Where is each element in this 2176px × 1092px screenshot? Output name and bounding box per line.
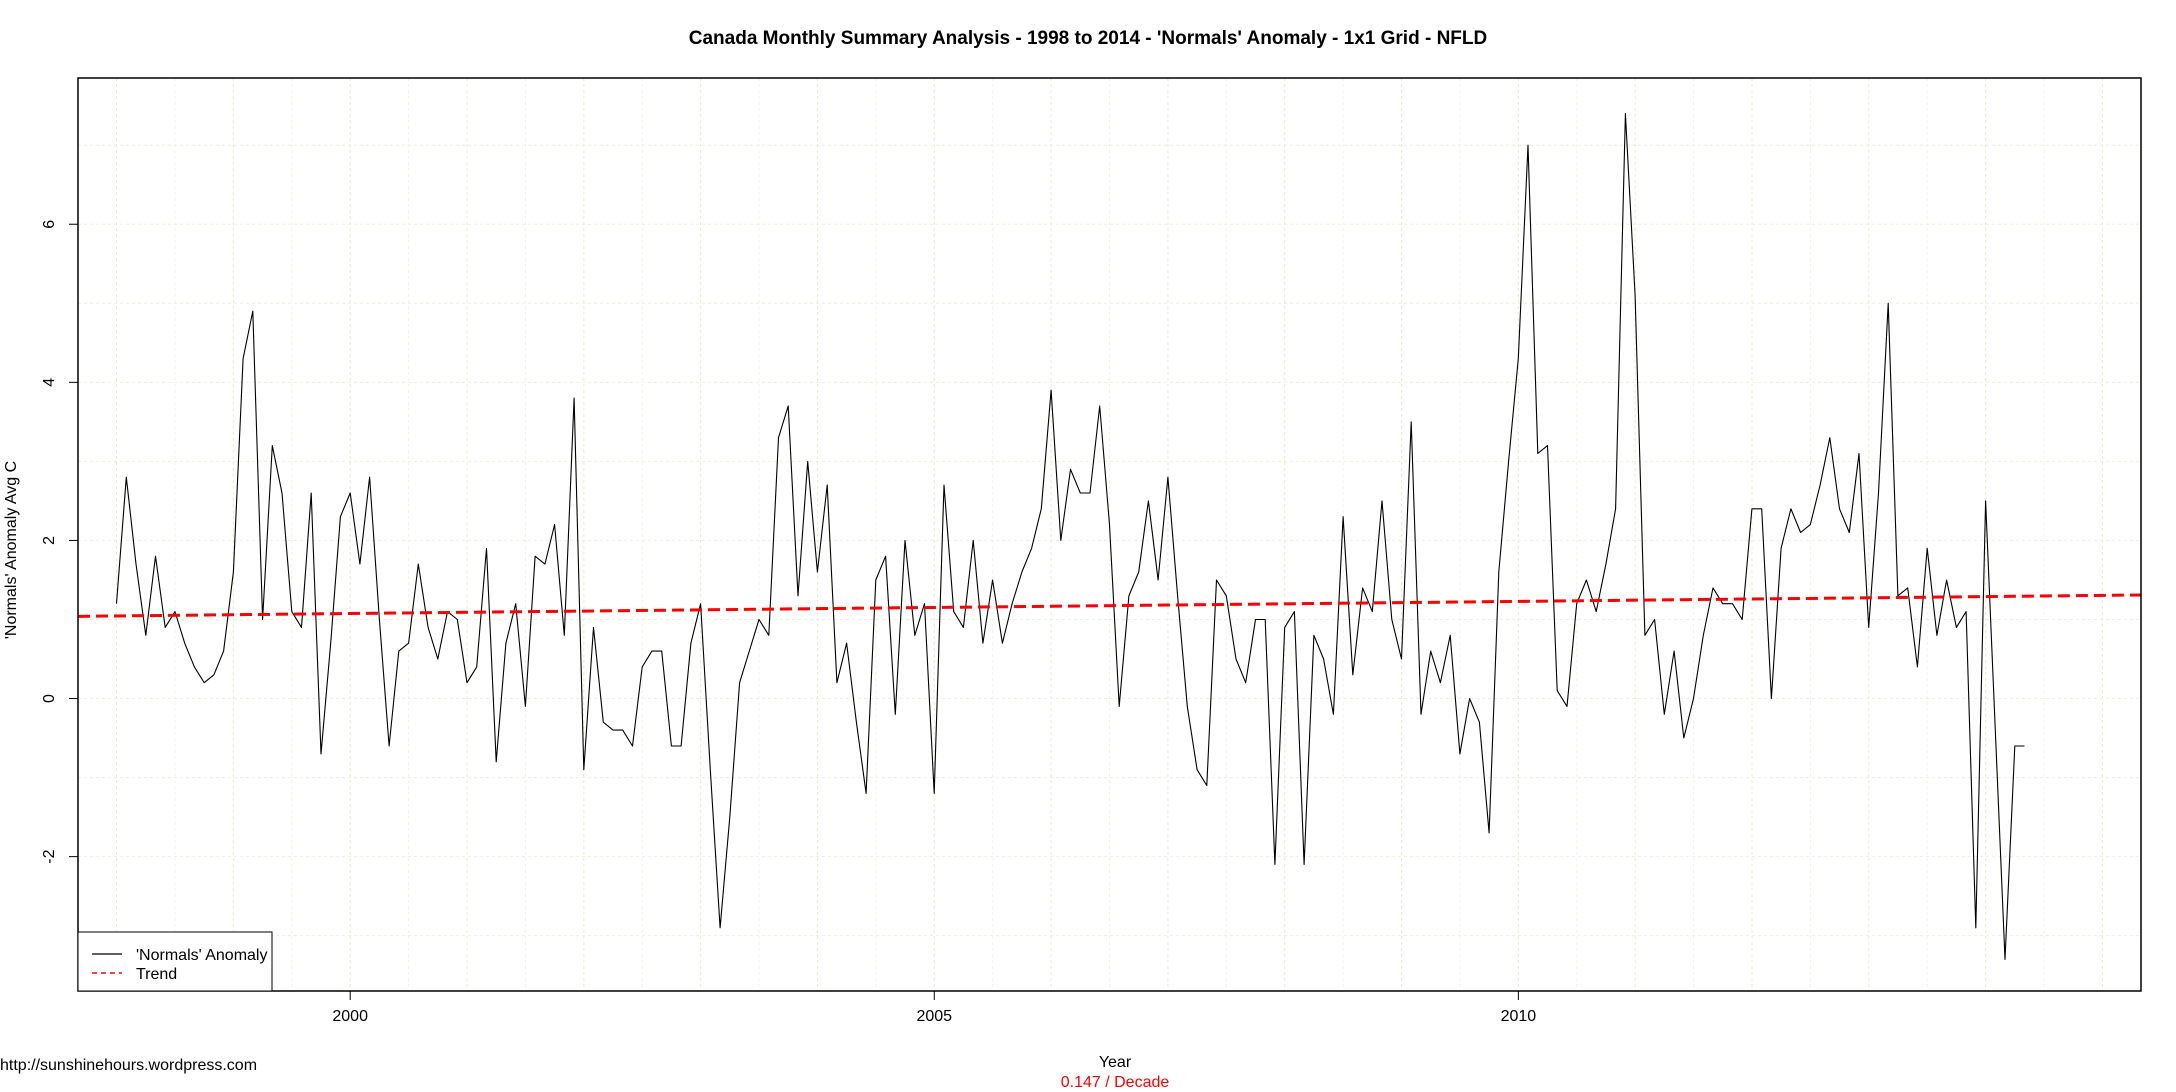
y-tick-label: 4 [41,378,58,387]
y-axis-label: 'Normals' Anomaly Avg C [3,460,20,640]
legend-box [77,931,273,992]
series-line-trend [77,593,2142,618]
y-tick-label: 2 [41,536,58,545]
series-layer [77,113,2142,960]
y-tick-label: 0 [41,694,58,703]
x-tick-label: 2000 [332,1008,368,1025]
y-tick-label: 6 [41,220,58,229]
legend: 'Normals' Anomaly Trend [77,931,273,992]
x-axis-label: Year [1098,1054,1132,1071]
legend-label-trend: Trend [136,966,177,983]
chart-title: Canada Monthly Summary Analysis - 1998 t… [688,28,1488,49]
plot-frame [77,77,2142,992]
y-tick-label: -2 [41,849,58,863]
source-url: http://sunshinehours.wordpress.com [0,1057,258,1074]
trend-rate-note: 0.147 / Decade [1060,1074,1170,1091]
x-tick-label: 2005 [916,1008,952,1025]
series-line-anomaly [115,113,2025,960]
legend-label-anomaly: 'Normals' Anomaly [136,947,267,964]
x-tick-label: 2010 [1501,1008,1537,1025]
axes: 2000 2005 2010 -2 0 2 4 6 [41,220,1536,1025]
